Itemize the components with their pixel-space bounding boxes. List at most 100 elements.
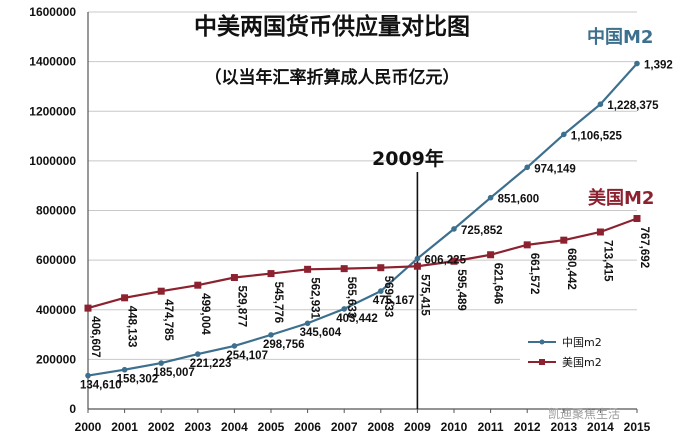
point-china: [304, 320, 311, 327]
data-label-us: 545,776: [272, 282, 284, 324]
point-us: [340, 265, 348, 273]
point-china: [597, 101, 604, 108]
x-tick-label: 2008: [367, 420, 394, 434]
data-label-us: 680,442: [565, 248, 577, 290]
point-china: [524, 164, 530, 171]
x-tick-label: 2005: [258, 420, 285, 434]
chart-subtitle: （以当年汇率折算成人民币亿元）: [205, 67, 460, 88]
point-china: [378, 288, 384, 294]
point-china: [158, 360, 164, 366]
year-marker-label: 2009年: [372, 147, 444, 170]
x-tick-label: 2000: [75, 420, 102, 434]
y-tick-labels: 0 200000 400000 600000 800000 1000000 1200000 1…: [29, 5, 76, 416]
x-tick-label: 2001: [111, 420, 138, 434]
y-tick-label: 800000: [36, 204, 76, 218]
y-tick-label: 1600000: [29, 5, 76, 19]
series-line-us: [87, 217, 638, 310]
point-china: [268, 332, 274, 338]
point-us: [304, 265, 312, 273]
x-tick-label: 2010: [441, 420, 468, 434]
series-line-china: [87, 62, 638, 377]
grid: [88, 11, 637, 360]
watermark: 凯迪聚焦生活: [548, 407, 620, 421]
x-tick-label: 2002: [148, 420, 175, 434]
data-label-us: 661,572: [528, 253, 540, 295]
x-tick-label: 2012: [514, 420, 541, 434]
point-us: [84, 304, 92, 312]
legend-label-china: 中国m2: [562, 336, 602, 349]
data-label-china: 345,604: [300, 327, 342, 339]
legend-box: [520, 330, 640, 378]
point-us: [596, 228, 604, 236]
point-china: [231, 343, 238, 349]
legend-label-us: 美国m2: [562, 356, 602, 369]
data-label-us: 529,877: [235, 286, 247, 328]
point-china: [451, 226, 457, 232]
data-label-us: 713,415: [601, 240, 613, 282]
data-label-us: 595,489: [455, 269, 467, 311]
x-tick-label: 2015: [624, 420, 651, 434]
data-label-china: 974,149: [534, 163, 576, 175]
data-label-china: 851,600: [498, 194, 540, 206]
series-layer: [84, 60, 641, 379]
point-china: [195, 351, 201, 357]
x-tick-label: 2014: [587, 420, 614, 434]
y-tick-label: 400000: [36, 303, 76, 317]
data-label-china: 1,392,300: [644, 60, 673, 72]
y-tick-label: 1000000: [29, 154, 76, 168]
chart-title: 中美两国货币供应量对比图: [194, 13, 470, 40]
point-china: [121, 366, 128, 373]
point-us: [267, 270, 275, 278]
point-us: [377, 264, 385, 272]
point-us: [230, 274, 238, 282]
x-tick-labels: 2000 2001 2002 2003 2004 2005 2006 2007 2008 2009…: [75, 420, 651, 434]
y-tick-label: 1200000: [29, 104, 76, 118]
x-tick-label: 2013: [550, 420, 577, 434]
data-label-china: 403,442: [336, 313, 378, 325]
data-label-china: 475,167: [373, 295, 415, 307]
data-label-china: 134,610: [80, 380, 122, 392]
data-labels: 134,610158,302185,007221,223254,107298,7…: [80, 60, 673, 392]
data-label-china: 1,106,525: [571, 130, 623, 142]
data-label-us: 474,785: [162, 299, 174, 341]
x-tick-label: 2007: [331, 420, 358, 434]
data-label-us: 621,646: [492, 263, 504, 305]
x-tick-label: 2006: [294, 420, 321, 434]
y-tick-label: 200000: [36, 352, 76, 366]
point-us: [487, 251, 495, 259]
data-label-us: 569,433: [382, 276, 394, 318]
legend-marker-china: [539, 339, 545, 345]
point-us: [450, 257, 458, 265]
point-china: [487, 194, 494, 201]
data-label-us: 575,415: [418, 274, 430, 316]
data-label-us: 406,607: [89, 316, 101, 358]
axes: [87, 12, 638, 413]
x-tick-label: 2009: [404, 420, 431, 434]
point-us: [413, 262, 421, 270]
data-label-china: 254,107: [226, 350, 268, 362]
data-label-china: 725,852: [461, 225, 503, 237]
x-tick-label: 2011: [478, 420, 504, 434]
data-label-china: 221,223: [190, 358, 232, 370]
point-us: [157, 287, 165, 295]
legend: 中国m2 美国m2: [520, 330, 640, 378]
x-tick-label: 2004: [221, 420, 248, 434]
data-label-us: 767,692: [638, 227, 650, 269]
point-china: [414, 255, 421, 262]
y-tick-label: 0: [69, 402, 76, 416]
y-tick-label: 600000: [36, 253, 76, 267]
data-label-us: 562,931: [309, 277, 321, 319]
data-label-china: 185,007: [153, 367, 195, 379]
data-label-china: 1,228,375: [607, 100, 659, 112]
point-china: [634, 60, 640, 67]
data-label-china: 298,756: [263, 339, 305, 351]
data-label-us: 565,633: [345, 277, 357, 319]
data-label-china: 158,302: [117, 374, 159, 386]
point-china: [561, 131, 567, 138]
data-label-us: 499,004: [199, 293, 211, 335]
series-tag-china: 中国M2: [587, 26, 653, 48]
x-tick-label: 2003: [184, 420, 211, 434]
legend-marker-us: [539, 359, 545, 365]
point-china: [341, 306, 348, 312]
